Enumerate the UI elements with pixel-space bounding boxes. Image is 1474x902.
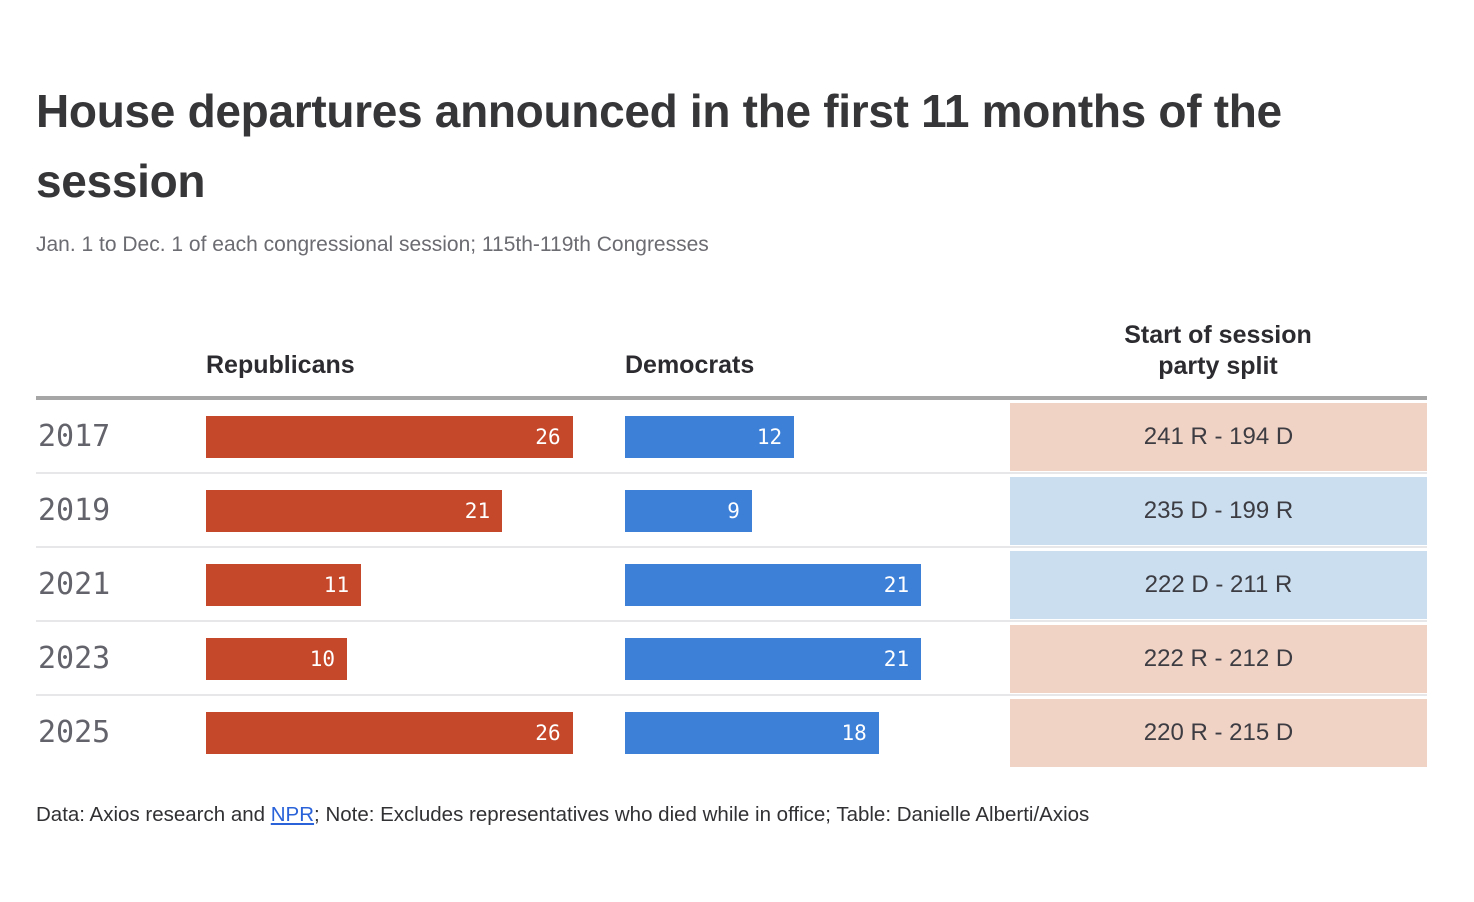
year-label: 2025 [38,715,111,750]
party-split-cell: 222 D - 211 R [1010,551,1427,619]
table-row-2023: 2023 10 21 222 R - 212 D [0,622,1474,696]
table-row-2021: 2021 11 21 222 D - 211 R [0,548,1474,622]
party-split-cell: 235 D - 199 R [1010,477,1427,545]
chart-subtitle: Jan. 1 to Dec. 1 of each congressional s… [36,233,709,256]
party-split-cell: 241 R - 194 D [1010,403,1427,471]
source-note-prefix: Data: Axios research and [36,803,271,826]
row-divider [36,472,1427,474]
chart-title: House departures announced in the first … [36,85,1282,207]
column-header-party-split: Start of session party split [1124,321,1312,380]
democrat-bar: 12 [625,416,795,458]
row-divider [36,620,1427,622]
democrat-bar: 21 [625,638,922,680]
democrat-bar: 18 [625,712,879,754]
row-divider [36,546,1427,548]
republican-bar: 26 [206,416,573,458]
chart-rows: 2017 26 12 241 R - 194 D 2019 21 9 235 D - 199 … [0,400,1474,770]
column-header-republicans: Republicans [206,351,355,379]
party-split-cell: 222 R - 212 D [1010,625,1427,693]
year-label: 2017 [38,419,111,454]
year-label: 2023 [38,641,111,676]
table-row-2017: 2017 26 12 241 R - 194 D [0,400,1474,474]
table-row-2025: 2025 26 18 220 R - 215 D [0,696,1474,770]
row-divider [36,694,1427,696]
source-note-suffix: ; Note: Excludes representatives who die… [314,803,1090,826]
year-label: 2019 [38,493,111,528]
source-note: Data: Axios research and NPR; Note: Excl… [36,803,1089,827]
republican-bar: 26 [206,712,573,754]
democrat-bar: 9 [625,490,752,532]
year-label: 2021 [38,567,111,602]
table-row-2019: 2019 21 9 235 D - 199 R [0,474,1474,548]
column-header-democrats: Democrats [625,351,755,379]
npr-link[interactable]: NPR [270,803,315,826]
republican-bar: 10 [206,638,347,680]
democrat-bar: 21 [625,564,922,606]
republican-bar: 11 [206,564,362,606]
party-split-cell: 220 R - 215 D [1010,699,1427,767]
header-divider [36,396,1427,400]
republican-bar: 21 [206,490,503,532]
